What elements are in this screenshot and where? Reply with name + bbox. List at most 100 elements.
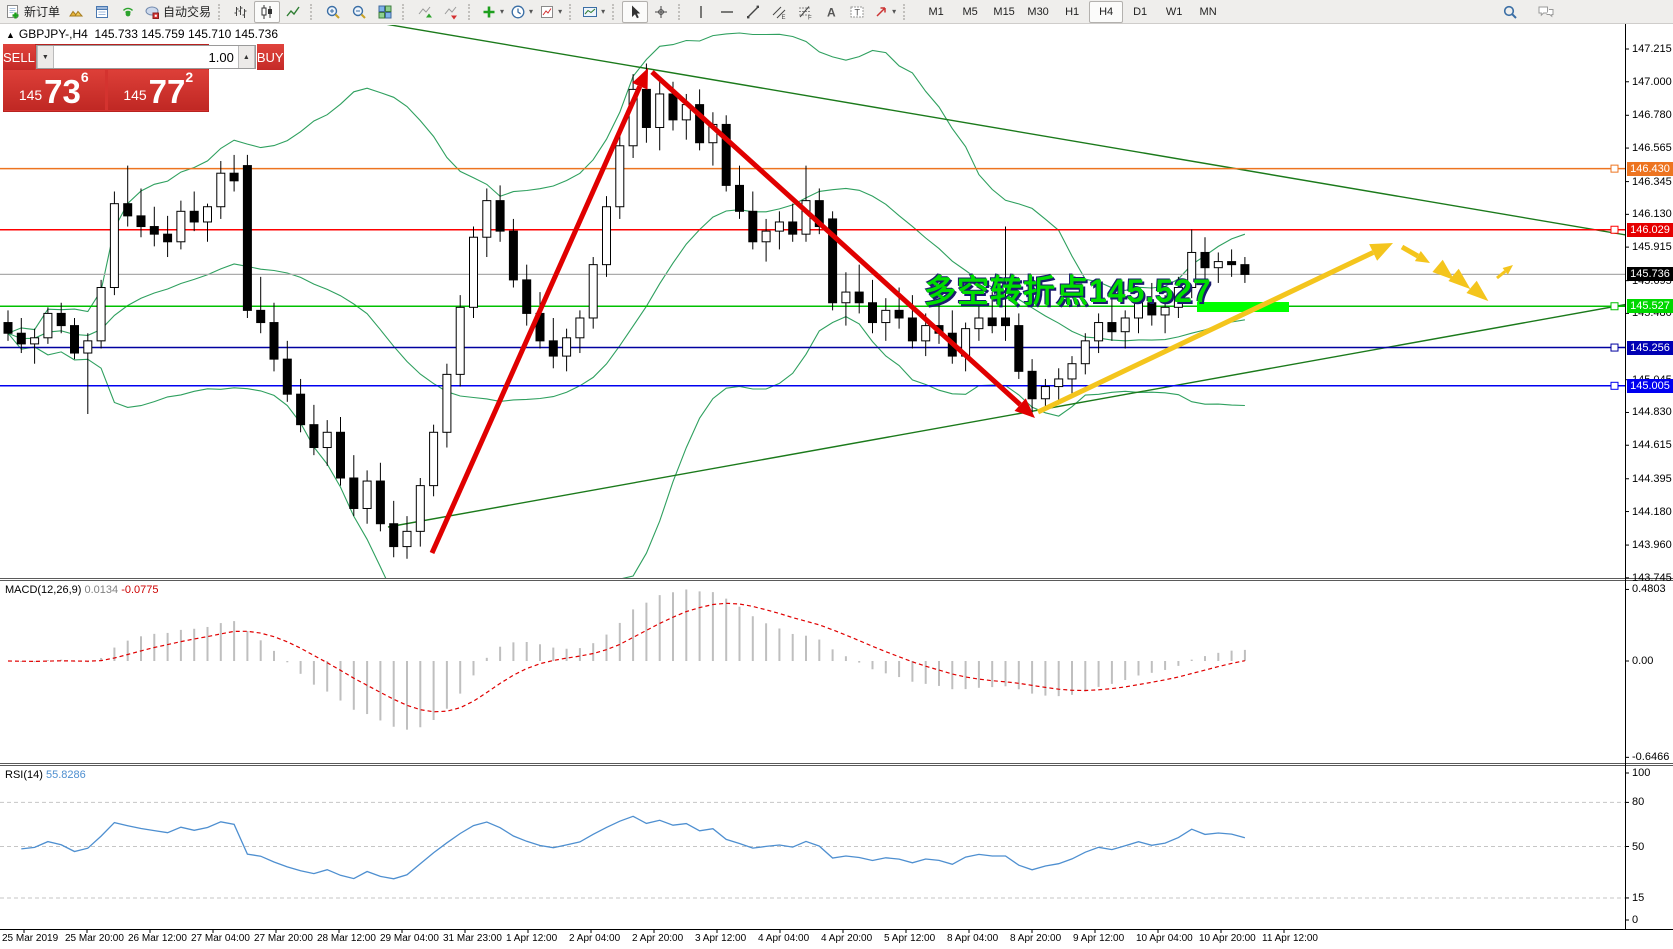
dropdown-caret-icon: ▾ [558, 7, 563, 16]
timeframe-group: M1 M5 M15 M30 H1 H4 D1 W1 MN [919, 0, 1225, 23]
gold-bar-icon [69, 10, 84, 16]
equidistant-channel-button[interactable]: E [766, 1, 792, 23]
highlight-bar [1197, 302, 1289, 312]
cursor-icon [632, 5, 641, 18]
bar-chart-icon [234, 5, 247, 18]
panel-borders [0, 24, 1673, 933]
toolbar-separator [402, 3, 408, 20]
fibonacci-icon: F [799, 5, 812, 20]
new-order-label: 新订单 [24, 5, 61, 19]
toolbar: 新订单 自动交易 [0, 0, 1673, 24]
svg-text:F: F [808, 15, 812, 20]
toolbar-separator [612, 3, 618, 20]
candlestick-chart-button[interactable] [254, 0, 281, 23]
timeframe-M30[interactable]: M30 [1027, 5, 1049, 18]
indicators-button[interactable]: ▾ [478, 1, 507, 23]
volume-increase-button[interactable]: ▲ [237, 46, 255, 68]
volume-input[interactable] [53, 46, 238, 68]
new-order-icon [7, 4, 19, 18]
toolbar-separator [468, 3, 474, 20]
text-button[interactable]: A [818, 1, 844, 23]
cursor-button[interactable] [622, 0, 649, 23]
sell-price-big: 73 [44, 73, 81, 110]
signals-button[interactable] [115, 1, 141, 23]
search-icon [1503, 5, 1517, 19]
timeframe-M1[interactable]: M1 [928, 5, 944, 18]
clock-icon [511, 5, 525, 18]
sell-button[interactable]: SELL [3, 44, 35, 70]
dropdown-caret-icon: ▾ [601, 7, 606, 16]
trendline-icon [747, 5, 760, 18]
timeframe-W1[interactable]: W1 [1165, 5, 1183, 18]
sell-price-prefix: 145 [18, 87, 43, 103]
toolbar-separator [218, 3, 224, 20]
timeframe-M15[interactable]: M15 [993, 5, 1015, 18]
signals-icon [122, 7, 134, 16]
chart-profile-button[interactable]: ▾ [579, 1, 608, 23]
search-button[interactable] [1497, 1, 1523, 23]
chart-shift-button[interactable] [438, 1, 464, 23]
toolbar-separator [678, 3, 684, 20]
candlestick-chart-icon [261, 4, 273, 19]
dropdown-caret-icon: ▾ [892, 7, 897, 16]
chart-profile-icon [583, 6, 598, 17]
svg-text:A: A [827, 5, 836, 19]
data-window-button[interactable] [89, 1, 115, 23]
auto-scroll-button[interactable] [412, 1, 438, 23]
bar-chart-button[interactable] [228, 1, 254, 23]
svg-text:T: T [855, 7, 861, 17]
indicators-add-icon [483, 6, 495, 17]
zoom-in-icon [326, 5, 340, 19]
sell-price[interactable]: 145 73 6 [3, 70, 105, 110]
arrows-button[interactable]: ▾ [870, 1, 899, 23]
auto-trading-button[interactable]: 自动交易 [141, 1, 214, 23]
candles [3, 63, 1250, 559]
zoom-in-button[interactable] [320, 1, 346, 23]
timeframe-M5[interactable]: M5 [962, 5, 978, 18]
auto-scroll-icon [418, 6, 433, 17]
volume-stepper: ▼ ▲ [35, 45, 256, 69]
market-watch-button[interactable] [63, 1, 89, 23]
buy-price-big: 77 [148, 73, 186, 110]
buy-price-sup: 2 [185, 69, 194, 85]
text-label-button[interactable]: T [844, 1, 870, 23]
tile-windows-button[interactable] [372, 1, 398, 23]
dropdown-caret-icon: ▾ [529, 7, 534, 16]
vertical-line-icon [700, 5, 702, 18]
periods-button[interactable]: ▾ [507, 1, 536, 23]
line-chart-icon [286, 6, 300, 16]
vertical-line-button[interactable] [688, 1, 714, 23]
crosshair-button[interactable] [648, 1, 674, 23]
fibonacci-button[interactable]: F [792, 1, 818, 23]
timeframe-D1[interactable]: D1 [1133, 5, 1148, 18]
toolbar-separator [310, 3, 316, 20]
trendline-button[interactable] [740, 1, 766, 23]
horizontal-line-button[interactable] [714, 1, 740, 23]
horizontal-line-icon [721, 10, 734, 13]
auto-trading-label: 自动交易 [163, 5, 212, 19]
toolbar-separator [569, 3, 575, 20]
zoom-out-button[interactable] [346, 1, 372, 23]
rsi-panel [0, 801, 1625, 899]
macd-panel [7, 589, 1246, 730]
templates-button[interactable]: ▾ [536, 1, 565, 23]
chat-button[interactable] [1533, 1, 1559, 23]
volume-decrease-button[interactable]: ▼ [36, 46, 54, 68]
template-icon [541, 5, 554, 18]
new-order-button[interactable]: 新订单 [2, 1, 63, 23]
buy-price[interactable]: 145 77 2 [107, 69, 209, 110]
auto-trading-icon [145, 6, 160, 19]
line-chart-button[interactable] [280, 1, 306, 23]
buy-button[interactable]: BUY [256, 44, 284, 70]
timeframe-H1[interactable]: H1 [1065, 5, 1080, 18]
tile-windows-icon [378, 5, 392, 18]
zoom-out-icon [352, 5, 366, 19]
timeframe-MN[interactable]: MN [1199, 5, 1217, 18]
timeframe-H4[interactable]: H4 [1089, 0, 1124, 23]
dropdown-caret-icon: ▾ [500, 7, 505, 16]
text-icon: A [827, 5, 836, 19]
equidistant-channel-icon: E [772, 6, 786, 20]
buy-price-prefix: 145 [123, 87, 147, 103]
